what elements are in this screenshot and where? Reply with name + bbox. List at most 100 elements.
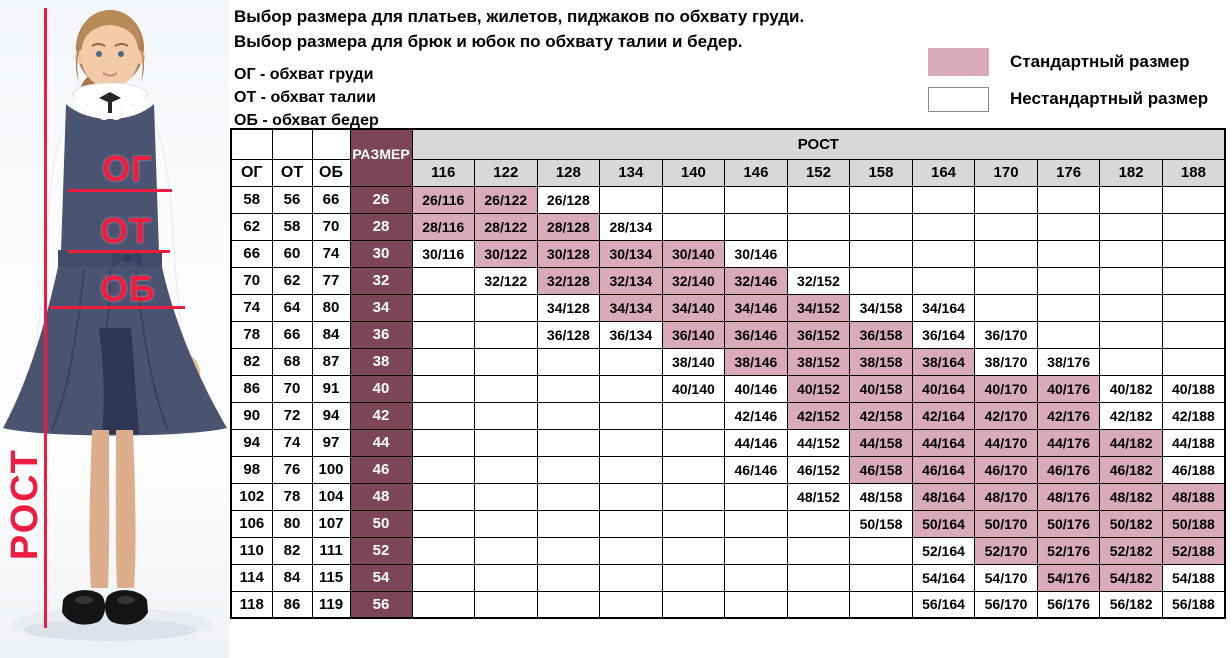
title-line-2: Выбор размера для брюк и юбок по обхвату… xyxy=(234,32,743,51)
empty-cell xyxy=(911,185,976,214)
empty-cell xyxy=(599,563,663,592)
size-value: 50 xyxy=(349,509,413,538)
height-column-header: 170 xyxy=(974,158,1038,187)
size-height-cell: 32/152 xyxy=(786,266,851,295)
empty-cell xyxy=(536,455,601,484)
hip-value: 97 xyxy=(311,428,351,457)
empty-cell xyxy=(411,455,476,484)
size-height-cell: 36/140 xyxy=(661,320,726,349)
size-height-cell: 50/176 xyxy=(1036,509,1101,538)
size-height-cell: 46/146 xyxy=(724,455,788,484)
empty-cell xyxy=(1036,212,1101,241)
size-height-cell: 38/170 xyxy=(974,347,1038,376)
height-measure-line xyxy=(44,8,47,628)
empty-cell xyxy=(661,428,726,457)
waist-value: 66 xyxy=(271,320,313,349)
empty-cell xyxy=(599,185,663,214)
empty-cell xyxy=(411,482,476,511)
table-row: 82 68 87 38 38/140 38/146 38/152 38/158 38/164 38… xyxy=(230,347,1226,376)
hip-value: 119 xyxy=(311,590,351,619)
chest-value: 66 xyxy=(230,239,273,268)
size-height-cell: 34/140 xyxy=(661,293,726,322)
waist-value: 58 xyxy=(271,212,313,241)
size-height-cell: 40/188 xyxy=(1161,374,1226,403)
empty-cell xyxy=(1161,320,1226,349)
size-height-cell: 38/152 xyxy=(786,347,851,376)
size-height-cell: 40/158 xyxy=(849,374,913,403)
height-column-header: 158 xyxy=(849,158,913,187)
empty-cell xyxy=(536,590,601,619)
table-row: 118 86 119 56 56/164 56/170 56/176 56/182 56/188 xyxy=(230,590,1226,619)
empty-cell xyxy=(661,563,726,592)
size-height-cell: 34/146 xyxy=(724,293,788,322)
size-height-cell: 34/164 xyxy=(911,293,976,322)
empty-cell xyxy=(411,347,476,376)
size-height-cell: 32/146 xyxy=(724,266,788,295)
size-height-cell: 44/158 xyxy=(849,428,913,457)
waist-value: 60 xyxy=(271,239,313,268)
empty-cell xyxy=(911,212,976,241)
empty-cell xyxy=(411,428,476,457)
empty-cell xyxy=(599,374,663,403)
empty-cell xyxy=(724,185,788,214)
size-height-cell: 48/158 xyxy=(849,482,913,511)
waist-value: 62 xyxy=(271,266,313,295)
height-column-header: 188 xyxy=(1161,158,1226,187)
waist-value: 68 xyxy=(271,347,313,376)
size-height-cell: 34/158 xyxy=(849,293,913,322)
table-row: 78 66 84 36 36/128 36/134 36/140 36/146 36/152 36… xyxy=(230,320,1226,349)
empty-cell xyxy=(474,590,538,619)
size-height-cell: 50/182 xyxy=(1099,509,1163,538)
chest-value: 106 xyxy=(230,509,273,538)
empty-cell xyxy=(724,590,788,619)
empty-cell xyxy=(1036,266,1101,295)
empty-cell xyxy=(474,293,538,322)
size-value: 54 xyxy=(349,563,413,592)
size-height-cell: 30/122 xyxy=(474,239,538,268)
abbreviation-list: ОГ - обхват груди ОТ - обхват талии ОБ -… xyxy=(234,63,379,132)
empty-cell xyxy=(599,536,663,565)
hip-value: 115 xyxy=(311,563,351,592)
size-height-cell: 54/164 xyxy=(911,563,976,592)
empty-cell xyxy=(1161,239,1226,268)
empty-cell xyxy=(661,482,726,511)
hip-value: 87 xyxy=(311,347,351,376)
model-photo: ОГ ОТ ОБ РОСТ xyxy=(0,0,229,658)
waist-value: 70 xyxy=(271,374,313,403)
height-column-header: 152 xyxy=(786,158,851,187)
size-height-cell: 56/182 xyxy=(1099,590,1163,619)
size-height-cell: 42/164 xyxy=(911,401,976,430)
hip-value: 111 xyxy=(311,536,351,565)
empty-cell xyxy=(724,509,788,538)
empty-cell xyxy=(849,185,913,214)
empty-cell xyxy=(1161,347,1226,376)
empty-cell xyxy=(849,536,913,565)
header-row-group: РАЗМЕР РОСТ xyxy=(230,128,1226,187)
empty-cell xyxy=(1036,320,1101,349)
empty-cell xyxy=(1099,347,1163,376)
size-height-cell: 36/134 xyxy=(599,320,663,349)
waist-measure-line xyxy=(68,250,170,253)
hip-value: 66 xyxy=(311,185,351,214)
empty-cell xyxy=(536,509,601,538)
size-height-cell: 36/164 xyxy=(911,320,976,349)
height-column-header: 176 xyxy=(1036,158,1101,187)
size-height-cell: 50/158 xyxy=(849,509,913,538)
size-height-cell: 44/152 xyxy=(786,428,851,457)
empty-cell xyxy=(474,482,538,511)
size-height-cell: 52/188 xyxy=(1161,536,1226,565)
empty-cell xyxy=(411,401,476,430)
empty-cell xyxy=(724,536,788,565)
size-height-cell: 38/164 xyxy=(911,347,976,376)
empty-cell xyxy=(1036,239,1101,268)
size-height-cell: 30/146 xyxy=(724,239,788,268)
size-height-cell: 56/188 xyxy=(1161,590,1226,619)
hip-value: 80 xyxy=(311,293,351,322)
height-column-header: 128 xyxy=(536,158,601,187)
empty-cell xyxy=(1099,320,1163,349)
empty-cell xyxy=(536,374,601,403)
table-row: 66 60 74 30 30/116 30/122 30/128 30/134 30/140 30… xyxy=(230,239,1226,268)
hip-value: 100 xyxy=(311,455,351,484)
empty-cell xyxy=(474,536,538,565)
size-value: 26 xyxy=(349,185,413,214)
